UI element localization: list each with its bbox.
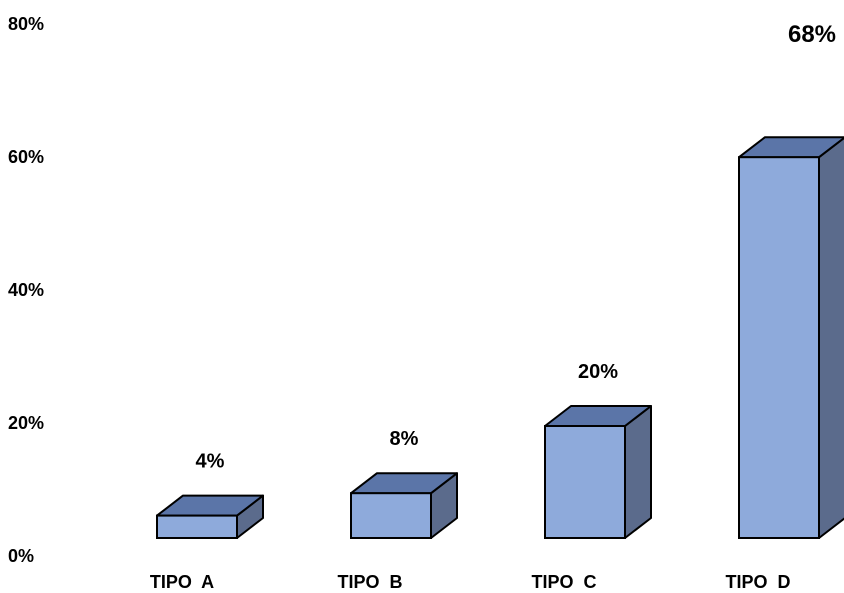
y-tick-label: 20% xyxy=(8,413,44,433)
data-labels: 4% 8% 20% 68% xyxy=(196,21,836,473)
bar-front-face xyxy=(544,425,626,539)
bar xyxy=(156,494,264,539)
data-label: 8% xyxy=(390,428,419,450)
y-tick-label: 80% xyxy=(8,14,44,34)
bar xyxy=(544,405,652,539)
data-label: 4% xyxy=(196,451,225,473)
bars-group xyxy=(156,136,844,540)
bar-front-face xyxy=(738,156,820,539)
category-label: TIPO D xyxy=(725,572,790,592)
bar-front-face xyxy=(156,514,238,539)
bar-front-face xyxy=(350,492,432,540)
category-label: TIPO B xyxy=(337,572,402,592)
data-label: 20% xyxy=(578,361,618,383)
bar-side-face xyxy=(624,405,652,539)
y-tick-label: 40% xyxy=(8,280,44,300)
x-axis-categories: TIPO A TIPO B TIPO C TIPO D xyxy=(150,572,791,592)
bar-side-face xyxy=(818,136,844,539)
bar xyxy=(738,136,844,539)
bar xyxy=(350,472,458,540)
y-axis-ticks: 0% 20% 40% 60% 80% xyxy=(8,14,44,566)
y-tick-label: 60% xyxy=(8,147,44,167)
data-label: 68% xyxy=(788,21,836,48)
category-label: TIPO A xyxy=(150,572,214,592)
y-tick-label: 0% xyxy=(8,546,34,566)
category-label: TIPO C xyxy=(531,572,596,592)
